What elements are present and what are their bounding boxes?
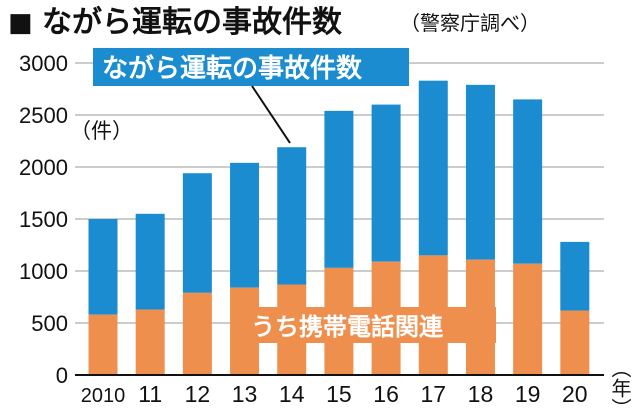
bar-total-20: [560, 241, 590, 311]
bar-phone-2010: [88, 314, 118, 375]
bar-total-14: [277, 147, 307, 285]
title-bullet: ■: [8, 8, 33, 38]
x-tick-label: 2010: [81, 385, 126, 407]
y-tick-labels: 0 500 1000 1500 2000 2500 3000: [19, 51, 68, 388]
y-tick-label: 500: [31, 311, 68, 336]
y-tick-label: 1000: [19, 259, 68, 284]
x-tick-label: 16: [373, 381, 399, 407]
bar-phone-12: [182, 292, 212, 375]
source-note: （警察庁調べ）: [400, 11, 540, 35]
x-tick-label: 14: [279, 381, 305, 407]
legend-total: ながら運転の事故件数: [93, 48, 409, 144]
y-unit-label: （件）: [70, 119, 133, 143]
x-tick-label: 17: [420, 381, 446, 407]
bar-total-2010: [88, 219, 118, 315]
x-tick-label: 20: [562, 381, 588, 407]
y-tick-label: 2500: [19, 103, 68, 128]
bar-phone-19: [513, 263, 543, 375]
bar-total-12: [182, 173, 212, 293]
bar-total-15: [324, 110, 354, 268]
y-tick-label: 1500: [19, 207, 68, 232]
bar-phone-20: [560, 310, 590, 375]
x-tick-label: 13: [232, 381, 258, 407]
chart-title: ながら運転の事故件数: [42, 5, 343, 40]
bar-total-11: [135, 213, 165, 310]
bar-total-19: [513, 99, 543, 264]
y-tick-label: 2000: [19, 155, 68, 180]
x-unit-label: （年）: [608, 358, 632, 409]
legend-phone-label: うち携帯電話関連: [251, 313, 444, 341]
x-tick-label: 19: [515, 381, 541, 407]
bars: [88, 80, 590, 375]
legend-total-label: ながら運転の事故件数: [102, 53, 363, 84]
y-tick-label: 0: [56, 363, 68, 388]
x-tick-label: 18: [468, 381, 494, 407]
bar-total-18: [465, 84, 495, 260]
legend-phone: うち携帯電話関連: [243, 307, 496, 343]
bar-phone-11: [135, 309, 165, 375]
x-tick-label: 15: [326, 381, 352, 407]
x-tick-label: 11: [138, 381, 162, 407]
bar-total-13: [230, 162, 260, 288]
x-tick-label: 12: [185, 381, 211, 407]
bar-total-17: [418, 80, 448, 256]
bar-total-16: [371, 104, 401, 262]
x-tick-labels: 2010 11 12 13 14 15 16 17 18 19 20: [81, 381, 588, 407]
y-tick-label: 3000: [19, 51, 68, 76]
